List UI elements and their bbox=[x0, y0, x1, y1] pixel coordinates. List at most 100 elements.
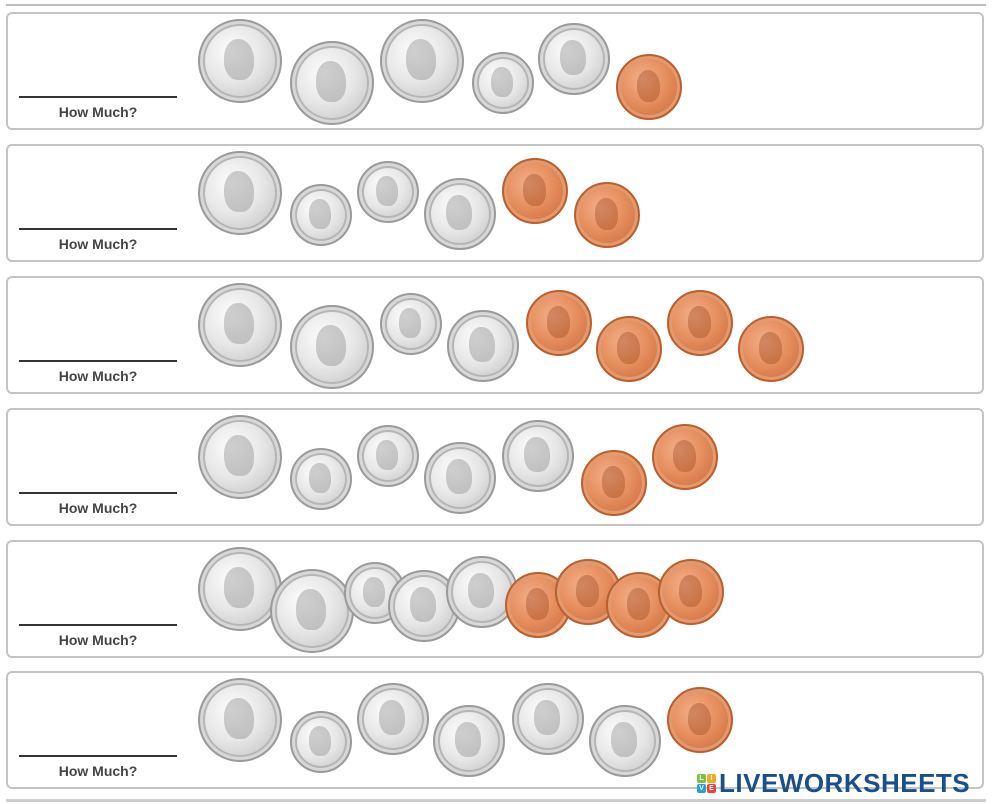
badge-letter: L bbox=[697, 774, 706, 783]
coin-portrait-icon bbox=[522, 173, 547, 206]
nickel-coin-icon bbox=[357, 683, 429, 755]
answer-blank-line[interactable] bbox=[19, 228, 177, 230]
answer-blank-line[interactable] bbox=[19, 492, 177, 494]
coin-portrait-icon bbox=[224, 38, 255, 81]
quarter-coin-icon bbox=[198, 283, 282, 367]
coin-portrait-icon bbox=[687, 305, 712, 338]
how-much-label: How Much? bbox=[58, 500, 138, 516]
dime-coin-icon bbox=[290, 448, 352, 510]
quarter-coin-icon bbox=[198, 678, 282, 762]
coin-portrait-icon bbox=[491, 66, 514, 97]
nickel-coin-icon bbox=[424, 178, 496, 250]
nickel-coin-icon bbox=[433, 705, 505, 777]
liveworksheets-logo: L I V E LIVEWORKSHEETS bbox=[697, 768, 970, 799]
coin-portrait-icon bbox=[224, 434, 255, 477]
nickel-coin-icon bbox=[502, 420, 574, 492]
nickel-coin-icon bbox=[447, 310, 519, 382]
coin-portrait-icon bbox=[224, 302, 255, 345]
quarter-coin-icon bbox=[380, 19, 464, 103]
quarter-coin-icon bbox=[290, 305, 374, 389]
coin-portrait-icon bbox=[560, 39, 587, 76]
coin-portrait-icon bbox=[626, 587, 651, 620]
coin-portrait-icon bbox=[410, 586, 437, 623]
worksheet-row-6: How Much? bbox=[6, 671, 984, 789]
penny-coin-icon bbox=[652, 424, 718, 490]
coin-portrait-icon bbox=[455, 721, 482, 758]
coin-portrait-icon bbox=[534, 699, 561, 736]
dime-coin-icon bbox=[380, 293, 442, 355]
coin-portrait-icon bbox=[224, 170, 255, 213]
dime-coin-icon bbox=[290, 184, 352, 246]
penny-coin-icon bbox=[526, 290, 592, 356]
answer-blank-line[interactable] bbox=[19, 96, 177, 98]
penny-coin-icon bbox=[738, 316, 804, 382]
answer-blank-line[interactable] bbox=[19, 755, 177, 757]
quarter-coin-icon bbox=[198, 415, 282, 499]
penny-coin-icon bbox=[574, 182, 640, 248]
coin-portrait-icon bbox=[672, 439, 697, 472]
coin-portrait-icon bbox=[469, 326, 496, 363]
penny-coin-icon bbox=[658, 559, 724, 625]
dime-coin-icon bbox=[290, 711, 352, 773]
coin-portrait-icon bbox=[468, 572, 495, 609]
live-badge-icon: L I V E bbox=[697, 774, 716, 793]
penny-coin-icon bbox=[616, 54, 682, 120]
quarter-coin-icon bbox=[198, 19, 282, 103]
quarter-coin-icon bbox=[270, 569, 354, 653]
worksheet-row-4: How Much? bbox=[6, 408, 984, 526]
coin-portrait-icon bbox=[687, 702, 712, 735]
coin-portrait-icon bbox=[601, 465, 626, 498]
coin-portrait-icon bbox=[376, 439, 399, 470]
dime-coin-icon bbox=[357, 161, 419, 223]
worksheet-row-2: How Much? bbox=[6, 144, 984, 262]
how-much-label: How Much? bbox=[58, 632, 138, 648]
penny-coin-icon bbox=[502, 158, 568, 224]
coin-portrait-icon bbox=[575, 574, 600, 607]
coin-portrait-icon bbox=[379, 699, 406, 736]
coin-portrait-icon bbox=[524, 436, 551, 473]
quarter-coin-icon bbox=[198, 151, 282, 235]
coin-portrait-icon bbox=[636, 69, 661, 102]
coin-portrait-icon bbox=[616, 331, 641, 364]
worksheet-row-5: How Much? bbox=[6, 540, 984, 658]
coin-portrait-icon bbox=[525, 587, 550, 620]
penny-coin-icon bbox=[667, 687, 733, 753]
dime-coin-icon bbox=[472, 52, 534, 114]
worksheet-row-3: How Much? bbox=[6, 276, 984, 394]
how-much-label: How Much? bbox=[58, 236, 138, 252]
worksheet-row-1: How Much? bbox=[6, 12, 984, 130]
badge-letter: E bbox=[707, 784, 716, 793]
coin-portrait-icon bbox=[316, 324, 347, 367]
coin-portrait-icon bbox=[678, 574, 703, 607]
badge-letter: V bbox=[697, 784, 706, 793]
how-much-label: How Much? bbox=[58, 368, 138, 384]
bottom-divider bbox=[6, 799, 986, 802]
answer-blank-line[interactable] bbox=[19, 360, 177, 362]
coin-portrait-icon bbox=[316, 60, 347, 103]
nickel-coin-icon bbox=[512, 683, 584, 755]
nickel-coin-icon bbox=[538, 23, 610, 95]
coin-portrait-icon bbox=[363, 576, 386, 607]
answer-blank-line[interactable] bbox=[19, 624, 177, 626]
coin-portrait-icon bbox=[399, 307, 422, 338]
top-divider bbox=[6, 0, 986, 6]
coin-portrait-icon bbox=[224, 566, 255, 609]
coin-portrait-icon bbox=[446, 458, 473, 495]
coin-portrait-icon bbox=[611, 721, 638, 758]
how-much-label: How Much? bbox=[58, 763, 138, 779]
dime-coin-icon bbox=[357, 425, 419, 487]
nickel-coin-icon bbox=[424, 442, 496, 514]
logo-text: LIVEWORKSHEETS bbox=[719, 768, 971, 798]
coin-portrait-icon bbox=[224, 697, 255, 740]
badge-letter: I bbox=[707, 774, 716, 783]
coin-portrait-icon bbox=[309, 198, 332, 229]
coin-portrait-icon bbox=[309, 725, 332, 756]
how-much-label: How Much? bbox=[58, 104, 138, 120]
penny-coin-icon bbox=[596, 316, 662, 382]
coin-portrait-icon bbox=[758, 331, 783, 364]
coin-portrait-icon bbox=[446, 194, 473, 231]
penny-coin-icon bbox=[581, 450, 647, 516]
coin-portrait-icon bbox=[376, 175, 399, 206]
coin-portrait-icon bbox=[546, 305, 571, 338]
coin-portrait-icon bbox=[309, 462, 332, 493]
